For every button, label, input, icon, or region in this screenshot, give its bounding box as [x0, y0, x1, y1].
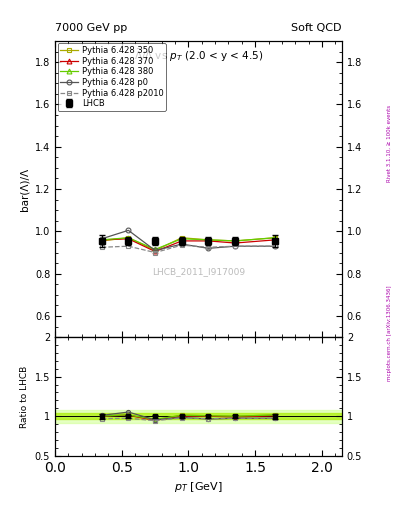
Pythia 6.428 p0 [153, 247, 158, 253]
Text: Soft QCD: Soft QCD [292, 23, 342, 33]
Line: Pythia 6.428 350: Pythia 6.428 350 [99, 236, 277, 253]
Line: Pythia 6.428 380: Pythia 6.428 380 [99, 236, 277, 252]
Line: Pythia 6.428 370: Pythia 6.428 370 [99, 237, 277, 254]
Pythia 6.428 p0 [233, 243, 237, 249]
Pythia 6.428 p2010 [273, 243, 277, 249]
Text: $\bar{\Lambda}/\Lambda$ vs $p_T$ (2.0 < y < 4.5): $\bar{\Lambda}/\Lambda$ vs $p_T$ (2.0 < … [134, 48, 263, 65]
Y-axis label: bar(Λ)/Λ: bar(Λ)/Λ [19, 167, 29, 210]
Text: Rivet 3.1.10, ≥ 100k events: Rivet 3.1.10, ≥ 100k events [387, 105, 392, 182]
Pythia 6.428 380 [99, 237, 104, 243]
Legend: Pythia 6.428 350, Pythia 6.428 370, Pythia 6.428 380, Pythia 6.428 p0, Pythia 6.: Pythia 6.428 350, Pythia 6.428 370, Pyth… [57, 44, 166, 111]
Pythia 6.428 350 [273, 234, 277, 241]
Text: LHCB_2011_I917009: LHCB_2011_I917009 [152, 267, 245, 276]
Pythia 6.428 p0 [99, 236, 104, 242]
Pythia 6.428 p2010 [153, 249, 158, 255]
Pythia 6.428 p0 [126, 227, 131, 233]
X-axis label: $p_T$ [GeV]: $p_T$ [GeV] [174, 480, 223, 494]
Text: mcplots.cern.ch [arXiv:1306.3436]: mcplots.cern.ch [arXiv:1306.3436] [387, 285, 392, 380]
Pythia 6.428 350 [233, 238, 237, 244]
Pythia 6.428 380 [206, 237, 211, 243]
Pythia 6.428 p2010 [180, 242, 184, 248]
Pythia 6.428 370 [99, 237, 104, 243]
Pythia 6.428 370 [273, 237, 277, 243]
Pythia 6.428 350 [126, 234, 131, 241]
Pythia 6.428 380 [233, 238, 237, 244]
Pythia 6.428 p2010 [233, 243, 237, 249]
Pythia 6.428 370 [206, 238, 211, 244]
Pythia 6.428 370 [180, 238, 184, 244]
Bar [55, 413, 342, 419]
Pythia 6.428 350 [99, 238, 104, 244]
Pythia 6.428 p2010 [99, 244, 104, 250]
Pythia 6.428 p2010 [126, 243, 131, 249]
Text: 7000 GeV pp: 7000 GeV pp [55, 23, 127, 33]
Pythia 6.428 380 [126, 234, 131, 241]
Line: Pythia 6.428 p0: Pythia 6.428 p0 [99, 228, 277, 253]
Pythia 6.428 380 [153, 246, 158, 252]
Pythia 6.428 p2010 [206, 244, 211, 250]
Pythia 6.428 370 [153, 248, 158, 254]
Line: Pythia 6.428 p2010: Pythia 6.428 p2010 [99, 243, 277, 255]
Pythia 6.428 380 [180, 236, 184, 242]
Pythia 6.428 p0 [206, 245, 211, 251]
Pythia 6.428 p0 [273, 243, 277, 249]
Bar [55, 410, 342, 422]
Pythia 6.428 350 [153, 247, 158, 253]
Y-axis label: Ratio to LHCB: Ratio to LHCB [20, 365, 29, 428]
Pythia 6.428 350 [180, 234, 184, 241]
Pythia 6.428 370 [233, 240, 237, 246]
Pythia 6.428 350 [206, 237, 211, 243]
Pythia 6.428 380 [273, 234, 277, 241]
Pythia 6.428 370 [126, 236, 131, 242]
Pythia 6.428 p0 [180, 241, 184, 247]
